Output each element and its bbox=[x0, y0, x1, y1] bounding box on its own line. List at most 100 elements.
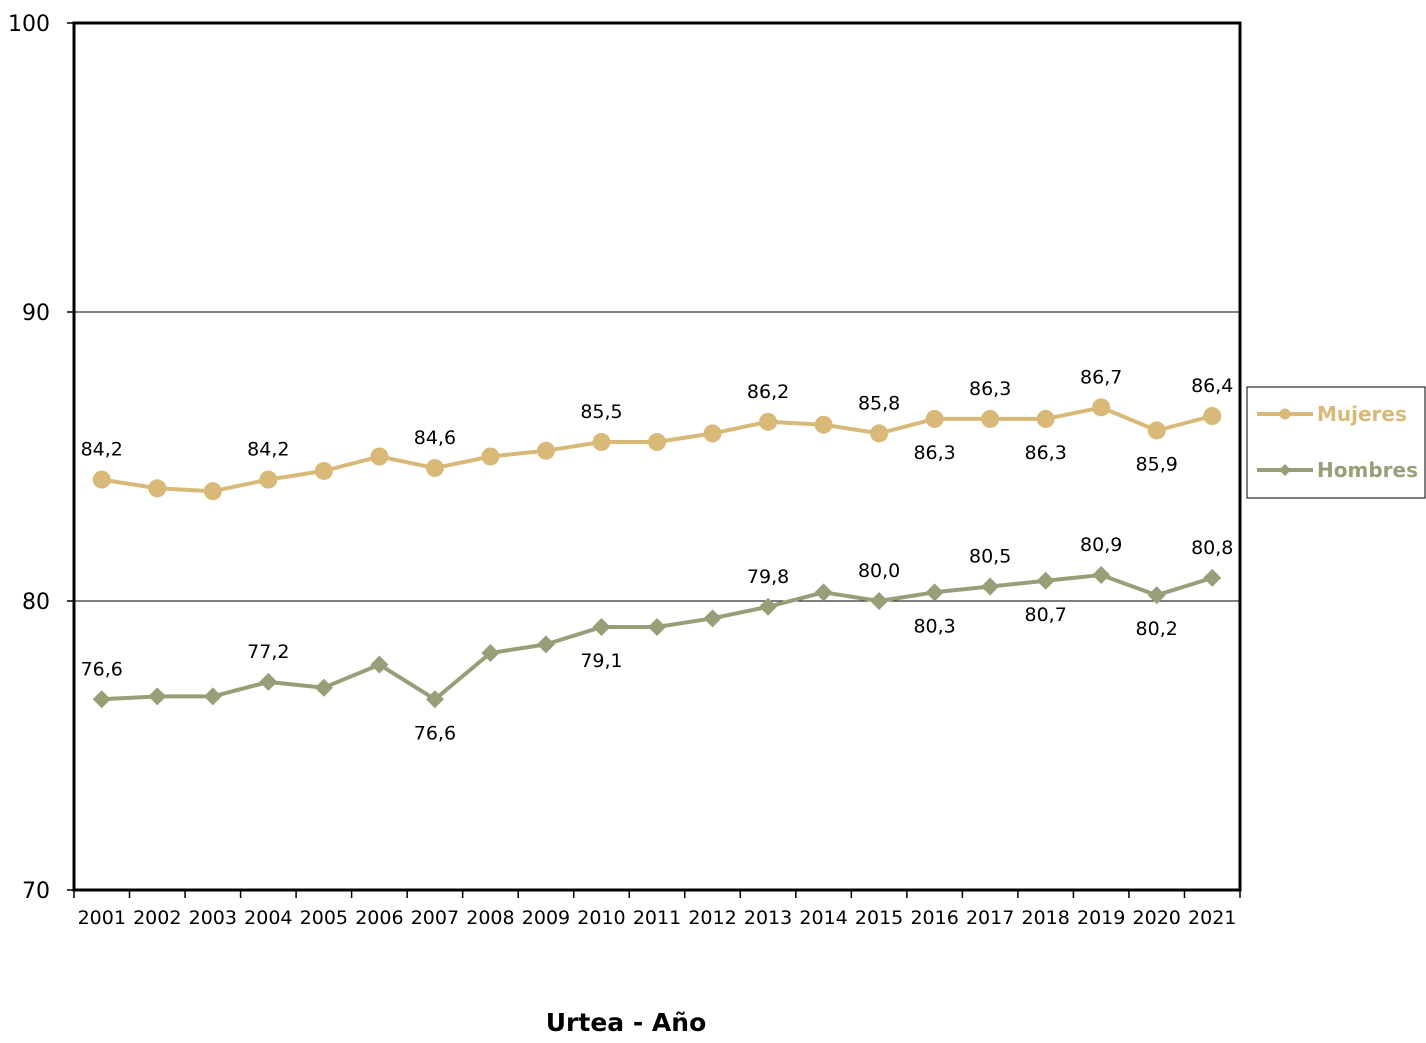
data-label: 80,0 bbox=[858, 560, 900, 582]
x-tick-label: 2003 bbox=[189, 907, 237, 929]
data-point-hombres bbox=[1092, 565, 1111, 584]
data-point-hombres bbox=[92, 690, 111, 709]
data-label: 84,6 bbox=[414, 427, 456, 449]
y-tick-label: 80 bbox=[22, 590, 50, 615]
plot-area-frame bbox=[72, 21, 1242, 892]
data-point-mujeres bbox=[1203, 407, 1222, 426]
data-point-mujeres bbox=[981, 409, 1000, 428]
x-tick-label: 2018 bbox=[1021, 907, 1069, 929]
x-tick-label: 2009 bbox=[522, 907, 570, 929]
data-label: 76,6 bbox=[81, 658, 123, 680]
data-label: 86,4 bbox=[1191, 375, 1233, 397]
data-point-mujeres bbox=[92, 470, 111, 489]
x-tick-label: 2011 bbox=[633, 907, 681, 929]
data-point-mujeres bbox=[314, 461, 333, 480]
legend-marker-mujeres bbox=[1279, 408, 1291, 420]
data-point-mujeres bbox=[148, 479, 167, 498]
data-point-hombres bbox=[925, 583, 944, 602]
data-point-mujeres bbox=[648, 433, 666, 452]
gridlines bbox=[74, 311, 1240, 602]
data-point-hombres bbox=[148, 687, 167, 706]
x-tick-label: 2019 bbox=[1077, 907, 1125, 929]
data-point-mujeres bbox=[1092, 398, 1111, 417]
x-axis: 2001 2002 2003 2004 2005 2006 2007 2008 2009 2010… bbox=[73, 890, 1241, 929]
data-point-mujeres bbox=[925, 409, 944, 428]
data-point-hombres bbox=[259, 672, 278, 691]
data-label: 85,8 bbox=[858, 392, 900, 414]
data-label: 84,2 bbox=[81, 439, 123, 461]
x-tick-label: 2020 bbox=[1133, 907, 1181, 929]
data-label: 86,3 bbox=[1025, 442, 1067, 464]
data-point-hombres bbox=[1036, 571, 1055, 590]
x-tick-label: 2002 bbox=[133, 907, 181, 929]
x-tick-label: 2013 bbox=[744, 907, 792, 929]
data-point-mujeres bbox=[370, 447, 389, 466]
y-tick-label: 90 bbox=[22, 301, 50, 326]
data-label: 80,3 bbox=[913, 615, 955, 637]
data-point-hombres bbox=[314, 678, 333, 697]
data-point-hombres bbox=[1147, 586, 1166, 605]
data-label: 85,5 bbox=[580, 401, 622, 423]
data-label: 80,8 bbox=[1191, 537, 1233, 559]
x-tick-label: 2016 bbox=[910, 907, 958, 929]
data-label: 80,2 bbox=[1136, 618, 1178, 640]
data-label: 85,9 bbox=[1136, 453, 1178, 475]
data-point-mujeres bbox=[592, 433, 611, 452]
data-point-mujeres bbox=[203, 482, 222, 501]
data-point-hombres bbox=[648, 618, 666, 637]
data-label: 80,5 bbox=[969, 546, 1011, 568]
data-label: 86,2 bbox=[747, 381, 789, 403]
data-label: 79,1 bbox=[580, 650, 622, 672]
x-tick-label: 2007 bbox=[411, 907, 459, 929]
data-point-mujeres bbox=[1036, 409, 1055, 428]
data-point-mujeres bbox=[870, 424, 889, 443]
data-point-mujeres bbox=[259, 470, 278, 489]
legend-marker-hombres bbox=[1279, 464, 1291, 476]
data-point-hombres bbox=[981, 577, 1000, 596]
data-point-mujeres bbox=[759, 412, 778, 431]
data-label: 77,2 bbox=[247, 641, 289, 663]
x-tick-label: 2010 bbox=[577, 907, 625, 929]
x-tick-label: 2017 bbox=[966, 907, 1014, 929]
legend: Mujeres Hombres bbox=[1246, 386, 1426, 499]
data-point-mujeres bbox=[536, 441, 555, 460]
data-point-hombres bbox=[814, 583, 833, 602]
x-tick-label: 2006 bbox=[355, 907, 403, 929]
legend-label-mujeres: Mujeres bbox=[1317, 402, 1407, 426]
data-label: 76,6 bbox=[414, 722, 456, 744]
legend-label-hombres: Hombres bbox=[1317, 458, 1418, 482]
data-label: 84,2 bbox=[247, 439, 289, 461]
data-point-hombres bbox=[425, 690, 444, 709]
series-group bbox=[92, 398, 1222, 709]
y-tick-label: 100 bbox=[8, 12, 50, 37]
x-tick-label: 2001 bbox=[78, 907, 126, 929]
x-tick-label: 2015 bbox=[855, 907, 903, 929]
x-tick-label: 2021 bbox=[1188, 907, 1236, 929]
data-point-mujeres bbox=[1147, 421, 1166, 440]
x-tick-label: 2005 bbox=[300, 907, 348, 929]
data-point-mujeres bbox=[814, 415, 833, 434]
data-point-hombres bbox=[370, 655, 389, 674]
data-point-mujeres bbox=[425, 459, 444, 478]
data-point-mujeres bbox=[481, 447, 500, 466]
y-tick-label: 70 bbox=[22, 879, 50, 904]
data-label: 80,7 bbox=[1025, 604, 1067, 626]
data-point-hombres bbox=[481, 644, 500, 663]
data-point-hombres bbox=[703, 609, 722, 628]
x-tick-label: 2004 bbox=[244, 907, 292, 929]
data-label: 86,3 bbox=[969, 378, 1011, 400]
data-point-hombres bbox=[759, 597, 778, 616]
data-label: 80,9 bbox=[1080, 534, 1122, 556]
data-label: 79,8 bbox=[747, 566, 789, 588]
data-label: 86,3 bbox=[913, 442, 955, 464]
x-axis-title: Urtea - Año bbox=[545, 1008, 707, 1037]
data-point-hombres bbox=[203, 687, 222, 706]
data-labels: 84,2 84,2 84,6 85,5 86,2 85,8 86,3 86,3 86,3 86,7… bbox=[81, 366, 1234, 744]
x-tick-label: 2008 bbox=[466, 907, 514, 929]
legend-box bbox=[1246, 386, 1426, 499]
x-tick-label: 2014 bbox=[799, 907, 847, 929]
data-point-hombres bbox=[870, 592, 889, 610]
data-point-mujeres bbox=[703, 424, 722, 443]
x-tick-label: 2012 bbox=[688, 907, 736, 929]
